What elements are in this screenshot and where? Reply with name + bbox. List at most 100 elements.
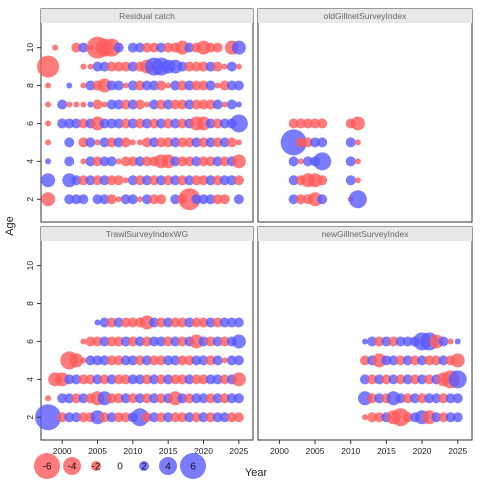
bubble-point [57,99,68,110]
bubble-point [142,393,152,404]
bubble-point [134,99,145,110]
bubble-point [367,412,378,423]
bubble-point [71,393,82,404]
bubble-point [57,118,68,129]
bubble-point [45,120,52,127]
bubble-point [431,393,442,404]
bubble-point [191,175,202,186]
bubble-point [142,175,152,186]
bubble-point [205,412,216,423]
bubble-point [198,374,209,385]
panel-frame [257,8,473,223]
bubble-point [99,355,110,366]
bubble-point [198,317,209,328]
bubble-point [431,355,442,366]
bubble-point [99,194,110,205]
bubble-point [134,374,145,385]
bubble-point [113,412,124,423]
x-tick-label: 2020 [413,446,432,456]
bubble-point [106,99,117,110]
bubble-point [149,393,160,404]
x-axis-bottom-left: 2000 2005 2010 2015 2020 2025 [53,440,249,456]
bubble-point [177,156,188,167]
bubble-point [78,194,89,205]
bubbles [358,332,467,427]
bubble-point [134,393,145,404]
bubble-point [134,42,145,53]
bubble-point [134,336,145,347]
y-tick-label: 8 [25,83,35,88]
bubble-point [354,158,361,165]
bubble-point [317,194,328,205]
bubble-point [52,44,59,51]
bubble-point [127,175,138,186]
bubble-point [360,355,370,366]
bubble-point [219,118,230,129]
panel-title: oldGillnetSurveyIndex [324,11,407,21]
bubble-point [191,355,202,366]
bubble-point [142,80,152,91]
bubble-point [64,118,75,129]
bubble-point [80,338,87,345]
bubble-point [163,175,174,186]
bubble-point [102,38,121,57]
bubble-point [130,408,149,427]
bubble-point [212,156,223,167]
bubble-point [71,118,82,129]
bubble-point [120,336,131,347]
bubble-point [302,118,313,129]
bubble-point [156,175,167,186]
bubble-point [317,118,328,129]
bubble-point [170,412,181,423]
bubble-point [226,355,237,366]
bubble-point [184,374,195,385]
bubble-point [149,80,160,91]
bubble-point [226,393,237,404]
bubble-point [452,412,463,423]
bubble-point [381,355,392,366]
bubble-point [438,355,449,366]
bubble-point [85,175,96,186]
bubble-point [113,355,124,366]
bubble-point [127,194,138,205]
bubble-point [219,137,230,148]
bubble-point [191,80,202,91]
bubble-point [69,353,84,368]
bubble-point [127,374,138,385]
bubble-point [142,42,152,53]
bubble-point [226,137,237,148]
x-tick-label: 2020 [194,446,213,456]
bubble-point [221,357,228,364]
bubble-point [219,156,230,167]
x-tick-label: 2025 [448,446,467,456]
bubble-point [134,156,145,167]
bubble-point [205,355,216,366]
bubble-point [402,355,413,366]
legend-bubble [63,457,81,475]
bubble-point [144,101,150,108]
bubble-point [402,336,413,347]
bubble-point [106,393,117,404]
bubble-point [367,336,378,347]
bubble-point [149,118,160,129]
bubble-point [417,355,428,366]
bubble-point [78,393,89,404]
panel-header-strip [258,227,472,241]
bubble-point [106,355,117,366]
panel-title: Residual catch [119,11,175,21]
bubble-point [113,393,124,404]
bubble-point [142,412,152,423]
bubble-point [198,355,209,366]
bubble-point [87,63,94,70]
bubble-point [165,82,172,89]
bubble-point [106,194,117,205]
x-tick-label: 2015 [377,446,396,456]
bubble-point [288,194,299,205]
bubble-point [177,99,188,110]
bubble-point [101,101,108,108]
bubble-point [177,137,188,148]
bubble-point [205,393,216,404]
bubble-point [78,374,89,385]
bubble-point [395,393,406,404]
bubble-point [184,156,195,167]
